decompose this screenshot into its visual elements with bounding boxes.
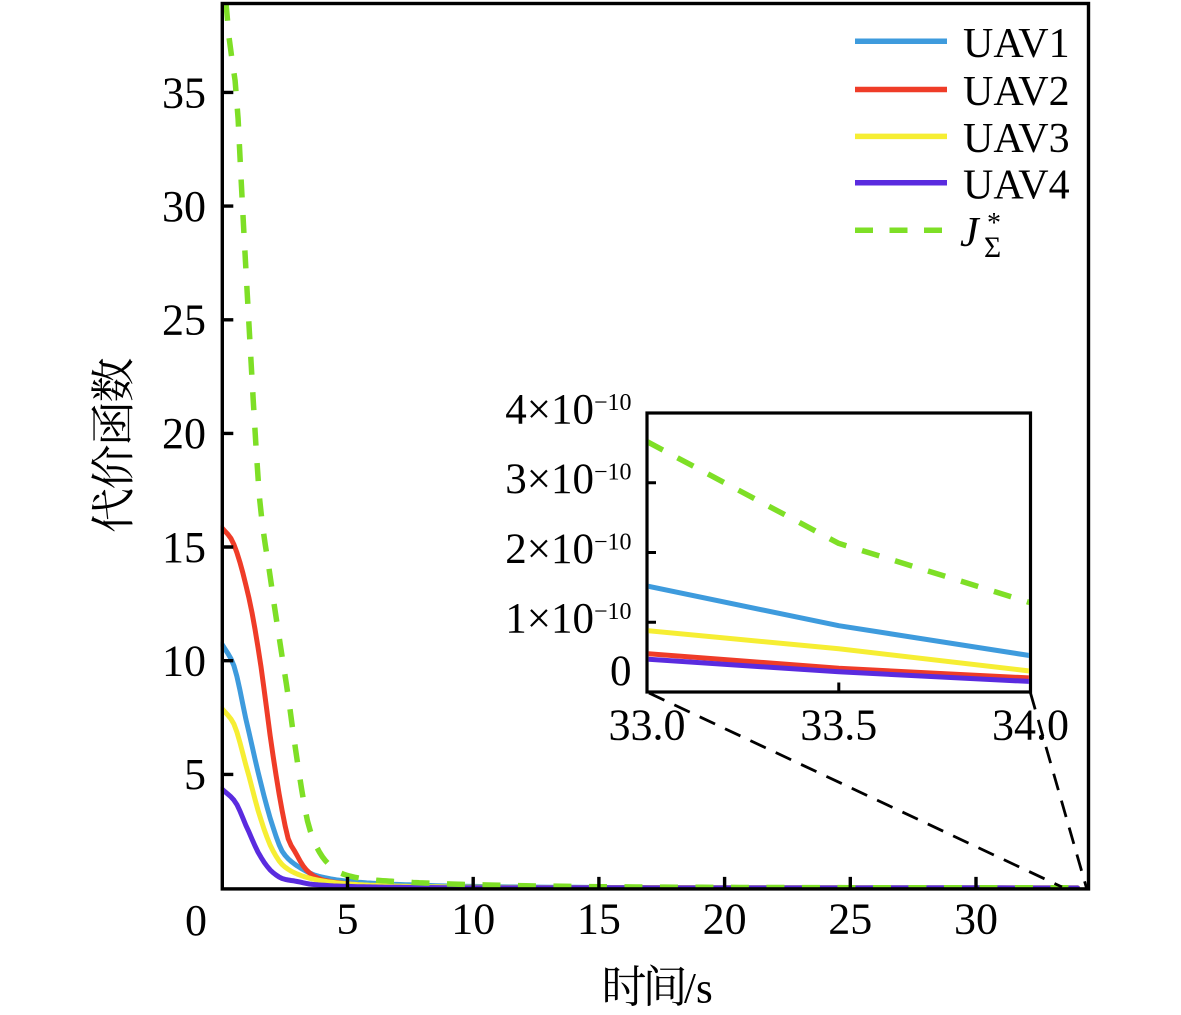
svg-text:10: 10 bbox=[451, 895, 495, 944]
svg-text:15: 15 bbox=[162, 523, 206, 572]
svg-text:3×10−10: 3×10−10 bbox=[505, 456, 631, 503]
svg-text:UAV4: UAV4 bbox=[963, 163, 1070, 209]
svg-text:/s: /s bbox=[684, 966, 713, 1013]
svg-text:UAV1: UAV1 bbox=[963, 21, 1070, 67]
svg-text:5: 5 bbox=[337, 895, 359, 944]
svg-text:15: 15 bbox=[577, 895, 621, 944]
svg-text:25: 25 bbox=[162, 296, 206, 345]
svg-text:20: 20 bbox=[162, 409, 206, 458]
svg-text:*: * bbox=[987, 208, 1001, 239]
svg-text:0: 0 bbox=[185, 896, 207, 945]
svg-text:10: 10 bbox=[162, 637, 206, 686]
svg-text:33.5: 33.5 bbox=[800, 700, 877, 749]
svg-text:33.0: 33.0 bbox=[609, 700, 686, 749]
svg-text:34.0: 34.0 bbox=[992, 700, 1069, 749]
svg-text:25: 25 bbox=[828, 895, 872, 944]
svg-text:5: 5 bbox=[184, 750, 206, 799]
svg-text:35: 35 bbox=[162, 68, 206, 117]
svg-text:UAV3: UAV3 bbox=[963, 116, 1070, 162]
svg-text:30: 30 bbox=[954, 895, 998, 944]
svg-text:20: 20 bbox=[703, 895, 747, 944]
svg-text:J: J bbox=[960, 210, 981, 256]
svg-text:30: 30 bbox=[162, 182, 206, 231]
svg-text:UAV2: UAV2 bbox=[963, 69, 1070, 115]
svg-text:Σ: Σ bbox=[984, 232, 1001, 264]
svg-text:0: 0 bbox=[610, 648, 632, 695]
